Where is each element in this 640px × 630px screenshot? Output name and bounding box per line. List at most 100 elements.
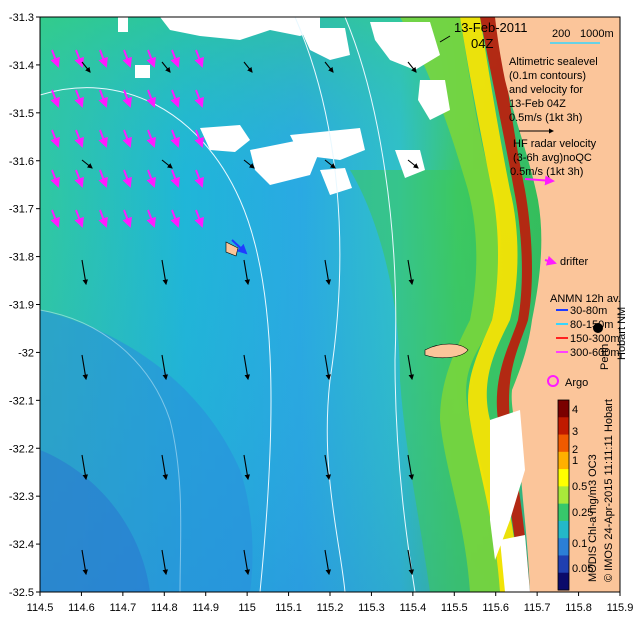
altimetric-arrow [324,454,331,481]
hf-arrow [146,49,156,68]
hf-arrow [122,129,132,148]
hf-arrow [170,49,180,68]
hf-arrow [74,209,84,228]
altimetric-arrow [161,259,168,286]
hobart-text: Hobart NM [616,307,628,360]
hf-arrow [98,209,108,228]
x-tick-label: 115.3 [358,602,385,614]
drifter-legend: drifter [544,255,588,268]
altimetric-arrow [161,549,168,576]
scale-200-label: 200 [552,28,570,40]
hf-legend-arrow [524,175,555,186]
y-tick-label: -31.9 [9,300,34,312]
hf-arrow [194,129,204,148]
altimetric-arrow [243,259,250,286]
x-tick-label: 115.9 [607,602,634,614]
hf-arrow [170,89,180,108]
hf-arrow [122,49,132,68]
x-tick-label: 115.6 [482,602,509,614]
colorbar-label: 4 [572,404,578,416]
alt-line-5: 0.5m/s (1kt 3h) [509,112,582,124]
altimetric-arrow [81,61,91,73]
argo-label: Argo [565,377,588,389]
colorbar-segment [558,520,569,539]
hf-arrow [146,129,156,148]
anmn-label: 300-600m [570,347,620,359]
coastal-green-band [400,17,505,592]
hf-arrow [146,209,156,228]
y-tick-label: -31.4 [9,60,34,72]
colorbar-label: 2 [572,444,578,456]
altimetric-arrow [407,61,417,73]
altimetric-arrow [407,259,414,286]
colorbar-segment [558,434,569,453]
hf-line-1: HF radar velocity [513,138,597,150]
colorbar-segment [558,469,569,487]
colorbar-label: 0.5 [572,481,587,493]
y-tick-label: -31.8 [9,252,34,264]
altimetric-legend: Altimetric sealevel (0.1m contours) and … [509,56,598,134]
hf-arrow [74,129,84,148]
anmn-label: 150-300m [570,333,620,345]
x-tick-label: 115.8 [565,602,592,614]
alt-line-1: Altimetric sealevel [509,56,598,68]
altimetric-arrow [324,259,331,286]
colorbar-segment [558,451,569,470]
sealevel-contours [40,17,416,592]
coastal-red-band [480,17,532,592]
altimetric-arrow [161,159,173,169]
altimetric-arrow [324,61,334,73]
hf-arrow [146,89,156,108]
y-tick-label: -32.3 [9,491,34,503]
altimetric-arrow [81,259,88,286]
hf-arrow [74,169,84,188]
alt-line-4: 13-Feb 04Z [509,98,566,110]
y-axis-ticks: -31.3 -31.4 -31.5 -31.6 -31.7 -31.8 -31.9 -32 -3… [9,12,40,599]
x-tick-label: 114.7 [109,602,136,614]
hf-arrow [194,169,204,188]
hf-radar-velocity-arrows [50,49,204,228]
alt-line-2: (0.1m contours) [509,70,586,82]
colorbar-label: 1 [572,455,578,467]
chlorophyll-colorbar: 4 3 21 0.5 0.25 0.1 0.05 [557,399,593,591]
x-tick-label: 114.9 [192,602,219,614]
hf-line-3: 0.5m/s (1kt 3h) [510,166,583,178]
drifter-legend-arrow [544,255,557,266]
colorbar-segment [558,555,569,574]
hf-arrow [50,49,60,68]
y-tick-label: -31.3 [9,12,34,24]
altimetric-arrow [324,354,331,381]
perth-marker [593,323,603,333]
altimetric-arrow [407,454,414,481]
hf-arrow [122,169,132,188]
altimetric-arrow [81,159,93,169]
x-tick-label: 114.5 [27,602,54,614]
hf-arrow [98,89,108,108]
anmn-label: 30-80m [570,305,607,317]
hf-line-2: (3-6h avg)noQC [513,152,592,164]
colorbar-segment [558,503,569,522]
altimetric-arrow [243,354,250,381]
scale-1000-label: 1000m [580,28,614,40]
y-tick-label: -32.2 [9,443,34,455]
x-axis-ticks: 114.5 114.6 114.7 114.8 114.9 115 115.1 115.2 11… [27,592,634,614]
hf-arrow [122,89,132,108]
hf-arrow [98,129,108,148]
hf-arrow [74,89,84,108]
altimetric-arrow [324,159,336,169]
cloud-mask [118,17,530,592]
hf-arrow [146,169,156,188]
colorbar-segment [558,572,569,591]
argo-marker [547,375,559,387]
y-tick-label: -32.1 [9,395,34,407]
x-tick-label: 114.6 [68,602,95,614]
caption-text: MODIS Chl-a mg/m3 OC3 [587,454,599,582]
hf-arrow [170,129,180,148]
hf-arrow [170,169,180,188]
altimetric-arrow [81,354,88,381]
altimetric-arrow [161,354,168,381]
x-tick-label: 115.4 [399,602,426,614]
altimetric-arrow [161,61,171,73]
drifter-label: drifter [560,256,588,268]
anmn-label: 80-150m [570,319,613,331]
